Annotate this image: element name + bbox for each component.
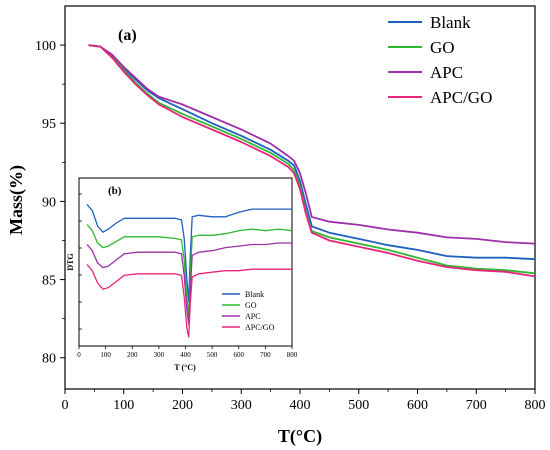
inset-x-ticks: 0 100 200 300 400 500 600 700 800 xyxy=(77,193,298,359)
main-legend-label: GO xyxy=(430,38,455,57)
main-x-tick-label: 100 xyxy=(113,398,134,413)
panel-label-b: (b) xyxy=(108,185,122,197)
main-series-line-apc xyxy=(88,44,536,245)
inset-series-line-apc-go xyxy=(86,264,292,338)
inset-x-tick-label: 400 xyxy=(180,351,191,359)
panel-label-a: (a) xyxy=(118,27,137,44)
inset-y-axis-label: DTG xyxy=(66,253,75,270)
main-x-axis-label: T(°C) xyxy=(278,426,322,447)
inset-series-group xyxy=(86,204,293,338)
main-legend-label: Blank xyxy=(430,13,471,32)
inset-legend: Blank GO APC APC/GO xyxy=(222,290,275,332)
inset-x-tick-label: 0 xyxy=(77,351,81,359)
main-y-tick-label: 95 xyxy=(42,117,56,132)
main-legend-label: APC/GO xyxy=(430,88,492,107)
main-series-line-go xyxy=(88,44,536,275)
main-y-axis-label: Mass(%) xyxy=(6,165,27,235)
main-x-tick-label: 400 xyxy=(290,398,311,413)
main-y-tick-label: 85 xyxy=(42,274,56,289)
main-x-tick-label: 600 xyxy=(407,398,428,413)
inset-series-line-apc xyxy=(86,242,292,326)
inset-x-tick-label: 200 xyxy=(127,351,138,359)
main-series-line-apc-go xyxy=(88,44,536,278)
inset-x-tick-label: 500 xyxy=(207,351,218,359)
inset-x-tick-label: 100 xyxy=(100,351,111,359)
inset-x-tick-label: 800 xyxy=(287,351,298,359)
inset-legend-label: GO xyxy=(245,301,257,310)
main-x-tick-label: 700 xyxy=(466,398,487,413)
main-x-tick-label: 800 xyxy=(525,398,546,413)
main-series-line-blank xyxy=(88,44,536,261)
main-legend: Blank GO APC APC/GO xyxy=(388,13,492,107)
main-y-tick-label: 100 xyxy=(35,39,56,54)
main-legend-label: APC xyxy=(430,63,463,82)
main-y-ticks: 80 85 90 95 100 xyxy=(35,39,65,367)
inset-series-line-go xyxy=(86,224,293,317)
inset-legend-label: APC/GO xyxy=(245,323,275,332)
inset-legend-label: Blank xyxy=(245,290,264,299)
inset-series-line-blank xyxy=(86,204,292,303)
inset-x-axis-label: T (°C) xyxy=(174,363,196,372)
main-series-group xyxy=(88,44,536,278)
inset-legend-label: APC xyxy=(245,312,261,321)
main-y-tick-label: 90 xyxy=(42,195,56,210)
inset-x-tick-label: 300 xyxy=(154,351,165,359)
main-x-tick-label: 500 xyxy=(348,398,369,413)
main-x-ticks: 0 100 200 300 400 500 600 700 800 xyxy=(62,389,546,413)
main-x-tick-label: 300 xyxy=(231,398,252,413)
inset-x-tick-label: 600 xyxy=(234,351,245,359)
inset-x-tick-label: 700 xyxy=(260,351,271,359)
main-y-tick-label: 80 xyxy=(42,352,56,367)
main-x-tick-label: 200 xyxy=(172,398,193,413)
main-x-tick-label: 0 xyxy=(62,398,69,413)
